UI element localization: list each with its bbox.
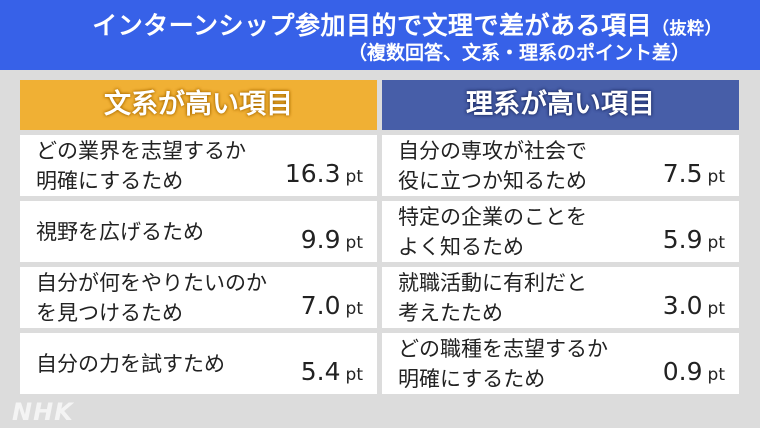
item-label: 自分の力を試すため <box>36 351 225 376</box>
item-value: 0.9 pt <box>662 357 725 386</box>
item-value: 3.0 pt <box>662 291 725 320</box>
item-label: 自分の専攻が社会で 役に立つか知るため <box>398 138 587 193</box>
item-value: 5.4 pt <box>300 357 363 386</box>
item-label: 就職活動に有利だと 考えたため <box>398 270 587 325</box>
title-note: （抜粋） <box>652 19 722 39</box>
list-item: どの業界を志望するか 明確にするため 16.3 pt <box>20 135 377 196</box>
item-value: 7.0 pt <box>300 291 363 320</box>
item-value: 16.3 pt <box>284 159 363 188</box>
item-label: 自分が何をやりたいのか を見つけるため <box>36 270 267 325</box>
item-value: 5.9 pt <box>662 225 725 254</box>
list-item: 就職活動に有利だと 考えたため 3.0 pt <box>382 267 739 328</box>
page-subtitle: （複数回答、文系・理系のポイント差） <box>347 42 690 64</box>
nhk-logo: NHK <box>12 398 74 426</box>
list-item: 自分が何をやりたいのか を見つけるため 7.0 pt <box>20 267 377 328</box>
science-column: 理系が高い項目 自分の専攻が社会で 役に立つか知るため 7.5 pt 特定の企業のこ… <box>382 80 739 394</box>
column-heading: 理系が高い項目 <box>382 80 739 130</box>
item-label: 視野を広げるため <box>36 219 204 244</box>
item-label: どの職種を志望するか 明確にするため <box>398 336 608 391</box>
list-item: 視野を広げるため 9.9 pt <box>20 201 377 262</box>
item-label: どの業界を志望するか 明確にするため <box>36 138 246 193</box>
list-item: 自分の専攻が社会で 役に立つか知るため 7.5 pt <box>382 135 739 196</box>
page-title: インターンシップ参加目的で文理で差がある項目（抜粋） <box>92 6 722 42</box>
item-label: 特定の企業のことを よく知るため <box>398 204 587 259</box>
title-banner: インターンシップ参加目的で文理で差がある項目（抜粋） （複数回答、文系・理系のポ… <box>0 0 760 70</box>
item-value: 9.9 pt <box>300 225 363 254</box>
list-item: どの職種を志望するか 明確にするため 0.9 pt <box>382 333 739 394</box>
humanities-column: 文系が高い項目 どの業界を志望するか 明確にするため 16.3 pt 視野を広げるた… <box>20 80 377 394</box>
list-item: 特定の企業のことを よく知るため 5.9 pt <box>382 201 739 262</box>
column-heading: 文系が高い項目 <box>20 80 377 130</box>
title-text: インターンシップ参加目的で文理で差がある項目 <box>92 11 652 40</box>
item-value: 7.5 pt <box>662 159 725 188</box>
list-item: 自分の力を試すため 5.4 pt <box>20 333 377 394</box>
